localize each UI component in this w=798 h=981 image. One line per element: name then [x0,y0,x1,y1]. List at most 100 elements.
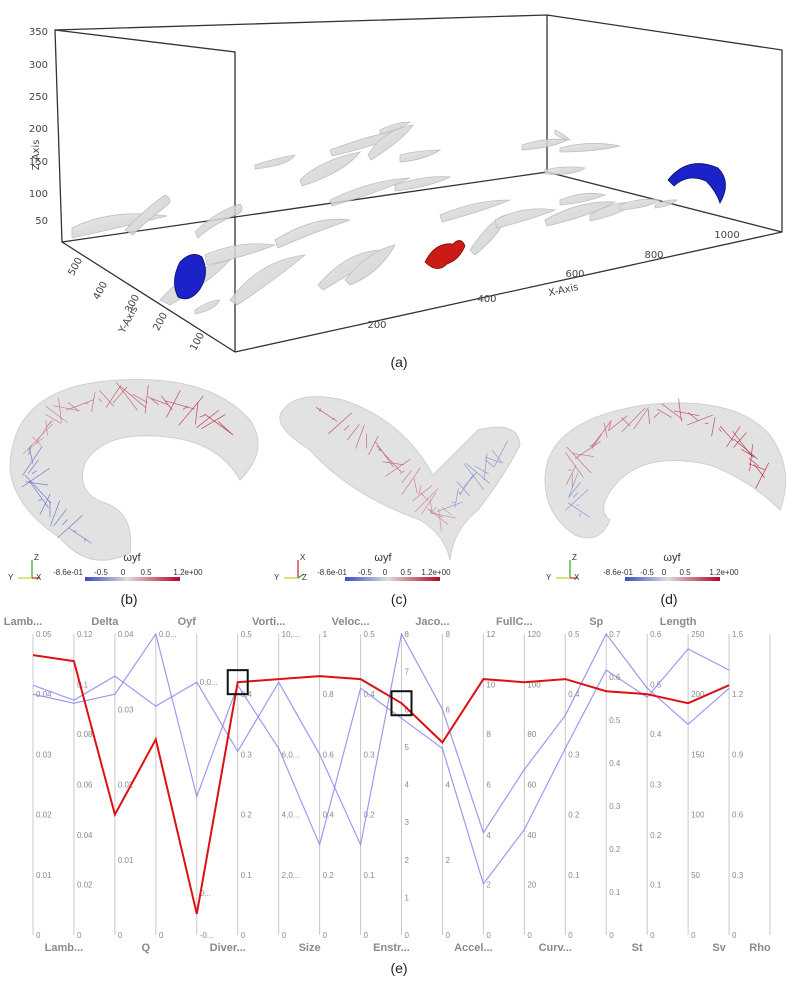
vortex-line-glyph [413,477,418,494]
vortex-line-glyph [58,397,62,423]
z-tick-label: 300 [29,60,48,71]
svg-text:Y: Y [546,573,552,582]
svg-text:-8.6e-01: -8.6e-01 [603,568,633,577]
vortex-line-glyph [165,400,195,410]
vortex-line-glyph [459,473,474,495]
vortex-line-glyph [327,412,353,435]
pc-tick-label: 0.1 [650,881,662,890]
pc-tick-label: 150 [691,750,705,759]
pc-tick-label: 20 [527,881,536,890]
pc-tick-label: 8 [486,730,491,739]
vortex-line-glyph [27,459,39,474]
colorbar-b: ωyf -8.6e-01 -0.5 0 0.5 1.2e+00 [53,552,203,581]
vortex-line-glyph [657,408,672,418]
vortex-line-glyph [678,398,682,422]
pc-tick-label: 0 [159,931,164,940]
vortex-line-glyph [39,494,51,515]
vortex-line-glyph [132,393,148,403]
vortex-line-glyph [647,409,651,425]
vortex-line-glyph [463,463,485,490]
pc-axis-top-label: Jaco... [415,616,449,628]
svg-text:X: X [300,553,306,562]
vortex-line-glyph [45,405,68,424]
vortex-line-glyph [603,422,608,438]
vortex-line-glyph [688,412,699,422]
vortex-line-glyph [566,446,592,474]
vortex-line-glyph [355,424,365,449]
vortex-line-glyph [49,500,61,527]
pc-tick-label: 1 [323,630,328,639]
svg-text:Y: Y [8,573,14,582]
pc-tick-label: 100 [691,811,705,820]
vortex-line-glyph [438,508,442,532]
vortex-line-glyph [719,425,734,441]
vortex-line-glyph [418,485,422,495]
vortex-line-glyph [21,468,50,488]
pc-tick-label: 0 [609,931,614,940]
vortex-line-glyph [53,405,81,412]
pc-axis-bottom-label: Diver... [210,942,246,954]
blue-feature-right [667,163,726,204]
pc-axis-top-label: Delta [91,616,119,628]
pc-tick-label: 0.6 [323,750,335,759]
z-tick-label: 50 [35,216,48,227]
pc-tick-label: 0.6 [732,811,744,820]
pc-line [32,632,730,847]
vortex-line-glyph [199,414,205,418]
vortex-line-glyph [485,456,502,464]
y-tick-label: 400 [91,280,110,302]
pc-tick-label: 0 [691,931,696,940]
pc-tick-label: 0.1 [77,680,89,689]
pc-tick-label: 0.05 [36,630,52,639]
caption-b: (b) [120,591,137,607]
vortex-line-glyph [67,401,79,412]
pc-tick-label: 0.2 [364,811,376,820]
pc-tick-label: 0.02 [77,881,93,890]
pc-tick-label: 60 [527,781,536,790]
pc-tick-label: 0.0... [200,678,218,687]
svg-text:Z: Z [572,553,577,562]
pc-tick-label: 0.04 [36,690,52,699]
pc-tick-label: 0 [241,931,246,940]
x-axis-label: X-Axis [547,282,579,299]
pc-tick-label: 0.6 [609,673,621,682]
pc-tick-label: 0.5 [241,630,253,639]
pc-tick-label: 0.5 [364,630,376,639]
pc-tick-label: 0.3 [241,750,253,759]
svg-text:1.2e+00: 1.2e+00 [709,568,739,577]
pc-tick-label: 4 [445,781,450,790]
vortex-line-glyph [46,420,54,427]
axes-triad-d: Z Y X [546,553,580,582]
vortex-line-glyph [454,488,459,508]
vortex-line-glyph [565,465,577,485]
pc-tick-label: 0.3 [609,802,621,811]
pc-tick-label: 0.08 [77,730,93,739]
z-tick-label: 100 [29,189,48,200]
svg-text:Z: Z [302,573,307,582]
vortex-line-glyph [687,414,713,426]
vortex-line-glyph [568,469,572,471]
svg-text:X: X [36,573,42,582]
pc-tick-label: 1.2 [732,690,744,699]
pc-tick-label: 2 [445,856,450,865]
vortex-line-glyph [45,414,62,424]
pc-tick-label: 0 [527,931,532,940]
pc-tick-label: 0.1 [241,871,253,880]
pc-tick-label: 0 [568,931,573,940]
pc-tick-label: 0.9 [732,750,744,759]
vortex-line-glyph [430,512,457,519]
pc-tick-label: 0 [445,931,450,940]
vortex-line-glyph [748,463,765,470]
pc-tick-label: 0 [77,931,82,940]
pc-tick-label: 0.03 [36,750,52,759]
pc-tick-label: 0.2 [568,811,580,820]
z-tick-label: 200 [29,124,48,135]
vortex-line-glyph [115,381,138,411]
pc-tick-label: 0 [486,931,491,940]
vortex-line-glyph [474,465,489,475]
vortex-line-glyph [661,403,683,420]
colorbar-title: ωyf [663,552,681,564]
pc-axis-bottom-label: St [632,942,643,954]
vortex-line-glyph [711,417,716,437]
vortex-line-glyph [178,395,204,426]
